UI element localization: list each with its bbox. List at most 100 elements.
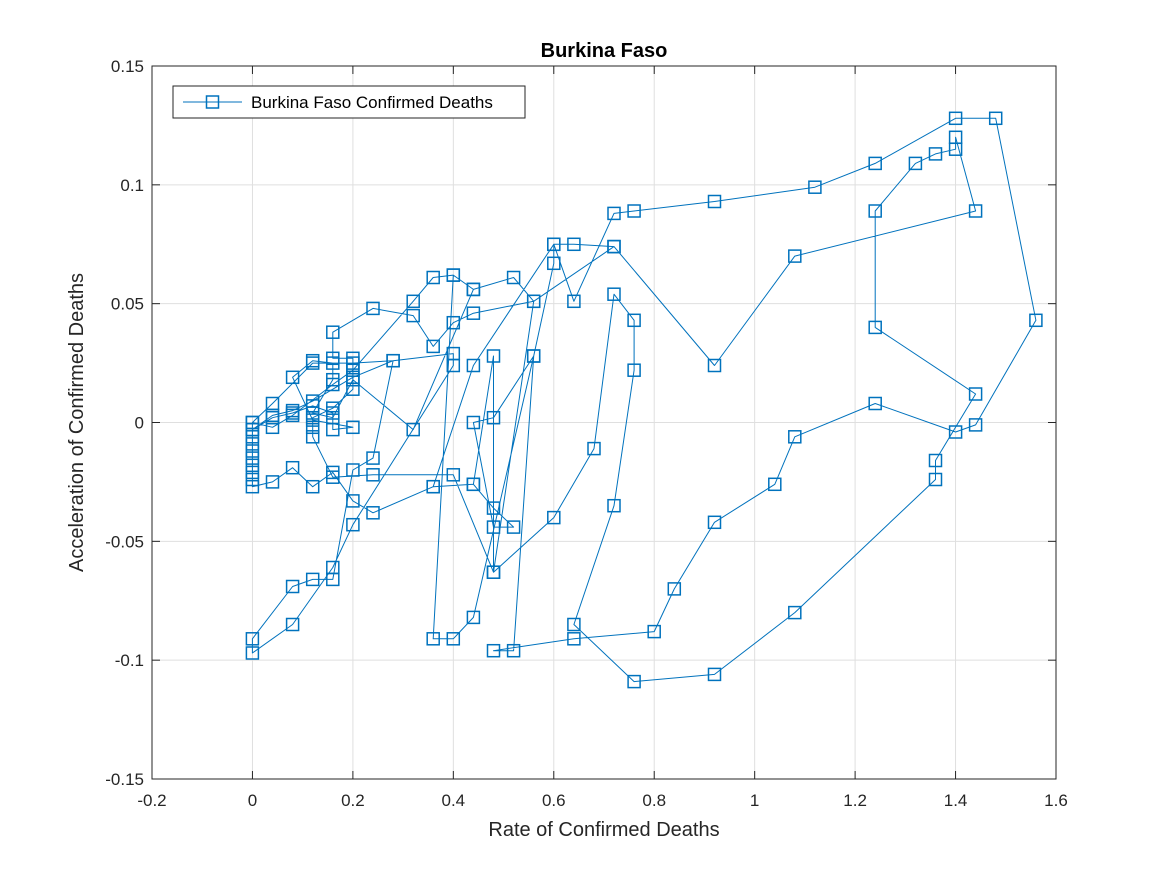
data-point-marker — [908, 156, 923, 171]
data-point-marker — [968, 387, 983, 401]
data-point-marker — [567, 617, 581, 632]
data-point-marker — [928, 453, 943, 468]
data-point-marker — [526, 294, 541, 309]
data-point-marker — [707, 358, 722, 373]
data-point-marker — [948, 111, 963, 126]
data-point-marker — [788, 430, 802, 444]
data-point-marker — [547, 256, 561, 271]
data-point-marker — [346, 363, 360, 377]
chart-title: Burkina Faso — [541, 40, 668, 62]
data-point-marker — [245, 415, 260, 430]
data-point-marker — [547, 510, 561, 525]
data-point-marker — [486, 643, 501, 658]
data-point-marker — [988, 111, 1003, 126]
x-tick-label: 1 — [750, 791, 759, 810]
data-point-marker — [627, 204, 641, 218]
data-point-marker — [607, 239, 621, 254]
data-point-marker — [245, 458, 260, 473]
data-point-marker — [406, 294, 420, 309]
data-point-marker — [466, 306, 481, 320]
y-axis-label: Acceleration of Confirmed Deaths — [66, 273, 88, 572]
legend-square-marker — [205, 95, 220, 109]
y-tick-label: -0.15 — [105, 770, 144, 789]
data-point-marker — [245, 451, 260, 465]
x-tick-label: 0.6 — [542, 791, 566, 810]
data-point-marker — [386, 353, 400, 368]
data-point-marker — [446, 315, 461, 330]
data-point-marker — [868, 156, 882, 171]
y-tick-label: 0.05 — [111, 295, 144, 314]
data-point-marker — [607, 287, 621, 301]
data-point-marker — [667, 582, 682, 596]
data-point-marker — [426, 339, 440, 354]
data-point-marker — [346, 420, 360, 435]
data-point-marker — [647, 624, 661, 639]
x-axis-label: Rate of Confirmed Deaths — [488, 819, 719, 841]
x-tick-label: 0.8 — [642, 791, 666, 810]
data-point-marker — [928, 147, 943, 161]
data-point-marker — [406, 422, 420, 437]
data-point-marker — [346, 372, 360, 387]
data-point-marker — [245, 437, 260, 451]
data-point-marker — [486, 501, 501, 515]
data-point-marker — [526, 349, 541, 363]
legend-entry: Burkina Faso Confirmed Deaths — [251, 93, 493, 112]
data-point-marker — [868, 320, 882, 335]
data-point-marker — [627, 363, 641, 377]
data-point-marker — [245, 479, 260, 494]
y-tick-label: 0 — [135, 414, 144, 433]
data-point-marker — [426, 632, 440, 646]
data-point-marker — [285, 579, 300, 594]
data-point-marker — [446, 632, 461, 646]
data-point-marker — [567, 237, 581, 252]
data-point-marker — [346, 517, 360, 532]
data-point-marker — [868, 396, 882, 411]
y-tick-label: -0.1 — [115, 651, 144, 670]
data-point-marker — [788, 605, 802, 620]
data-point-marker — [707, 515, 722, 530]
x-tick-label: 0.2 — [341, 791, 365, 810]
data-point-marker — [366, 468, 380, 482]
y-tick-label: 0.15 — [111, 57, 144, 76]
legend: Burkina Faso Confirmed Deaths — [172, 85, 526, 119]
y-tick-label: -0.05 — [105, 532, 144, 551]
data-point-marker — [265, 475, 280, 489]
data-point-marker — [305, 479, 320, 494]
data-point-marker — [707, 194, 722, 209]
data-point-marker — [707, 667, 722, 682]
data-point-marker — [506, 643, 521, 658]
y-tick-label: 0.1 — [120, 176, 144, 195]
data-point-marker — [486, 410, 501, 425]
data-point-marker — [446, 358, 461, 373]
data-point-marker — [506, 520, 521, 534]
data-point-marker — [426, 479, 440, 494]
data-point-marker — [366, 451, 380, 465]
data-point-marker — [567, 294, 581, 309]
data-point-marker — [245, 422, 260, 437]
data-point-marker — [547, 237, 561, 252]
tick-labels: -0.2 0 0.2 0.4 0.6 0.8 1 1.2 1.4 1.6 -0.15 -0.1 -0.0… — [105, 57, 1068, 810]
x-tick-label: 1.6 — [1044, 791, 1068, 810]
data-point-marker — [466, 358, 481, 373]
data-point-marker — [928, 472, 943, 487]
data-point-marker — [346, 356, 360, 370]
data-point-marker — [506, 270, 521, 285]
data-point-marker — [466, 415, 481, 430]
data-point-marker — [305, 572, 320, 587]
data-point-marker — [305, 430, 320, 444]
x-tick-label: 1.2 — [843, 791, 867, 810]
data-point-marker — [627, 674, 641, 689]
series-layer — [245, 111, 1043, 689]
data-point-marker — [245, 646, 260, 660]
data-point-marker — [285, 406, 300, 420]
data-point-marker — [285, 617, 300, 632]
data-point-marker — [486, 565, 501, 579]
series-line — [251, 117, 1037, 683]
data-point-marker — [587, 441, 601, 456]
data-point-marker — [406, 308, 420, 323]
data-point-marker — [305, 353, 320, 368]
data-point-marker — [346, 463, 360, 477]
data-point-marker — [466, 477, 481, 492]
axis-ticks — [151, 65, 1057, 780]
